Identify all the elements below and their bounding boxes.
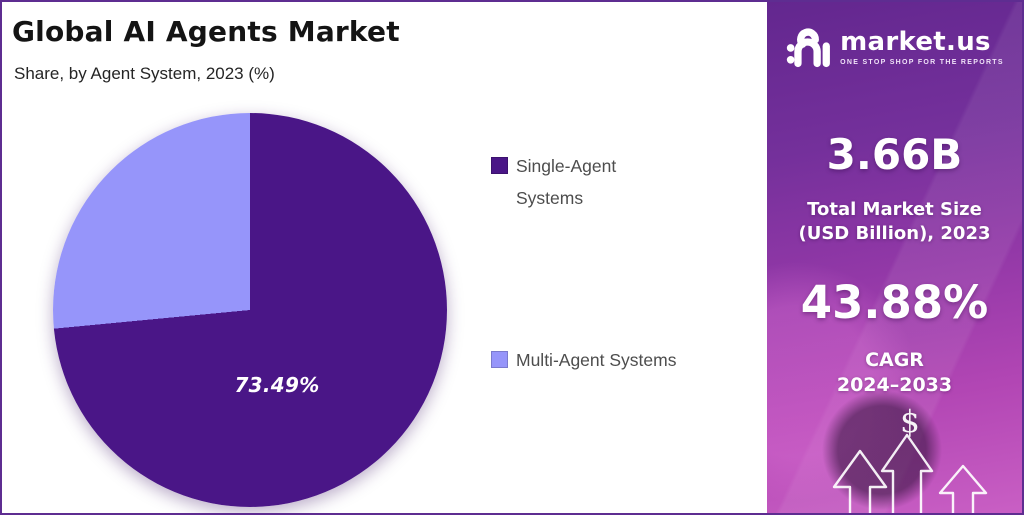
legend-item-single-agent-systems: Single-Agent Systems (491, 150, 616, 214)
legend-label: Single-Agent Systems (516, 150, 616, 214)
brand-name: market.us (840, 27, 991, 57)
legend-item-multi-agent-systems: Multi-Agent Systems (491, 344, 676, 376)
cagr-value: 43.88% (800, 276, 989, 329)
legend-label-line: Systems (516, 188, 584, 208)
dollar-icon: $ (900, 404, 920, 440)
brand-logo: market.us ONE STOP SHOP FOR THE REPORTS (767, 26, 1022, 68)
brand-sidebar: market.us ONE STOP SHOP FOR THE REPORTS … (767, 2, 1022, 513)
legend-label: Multi-Agent Systems (516, 344, 676, 376)
legend-label-line: Multi-Agent Systems (516, 350, 677, 370)
legend-swatch-multi-agent (491, 351, 508, 368)
chart-subtitle: Share, by Agent System, 2023 (%) (14, 64, 275, 83)
pie-chart: 73.49% (53, 113, 447, 507)
legend-swatch-single-agent (491, 157, 508, 174)
cagr-label: CAGR 2024–2033 (836, 349, 953, 396)
pie-slice-label: 73.49% (234, 373, 320, 397)
total-market-size-value: 3.66B (826, 130, 963, 179)
brand-tagline: ONE STOP SHOP FOR THE REPORTS (840, 59, 1004, 66)
growth-arrows-icon (832, 433, 988, 513)
total-market-size-label: Total Market Size (USD Billion), 2023 (798, 199, 991, 244)
legend-label-line: Single-Agent (516, 156, 617, 176)
chart-title: Global AI Agents Market (12, 15, 400, 48)
marketus-logo-icon (786, 28, 831, 68)
chart-area: Global AI Agents Market Share, by Agent … (2, 2, 767, 513)
